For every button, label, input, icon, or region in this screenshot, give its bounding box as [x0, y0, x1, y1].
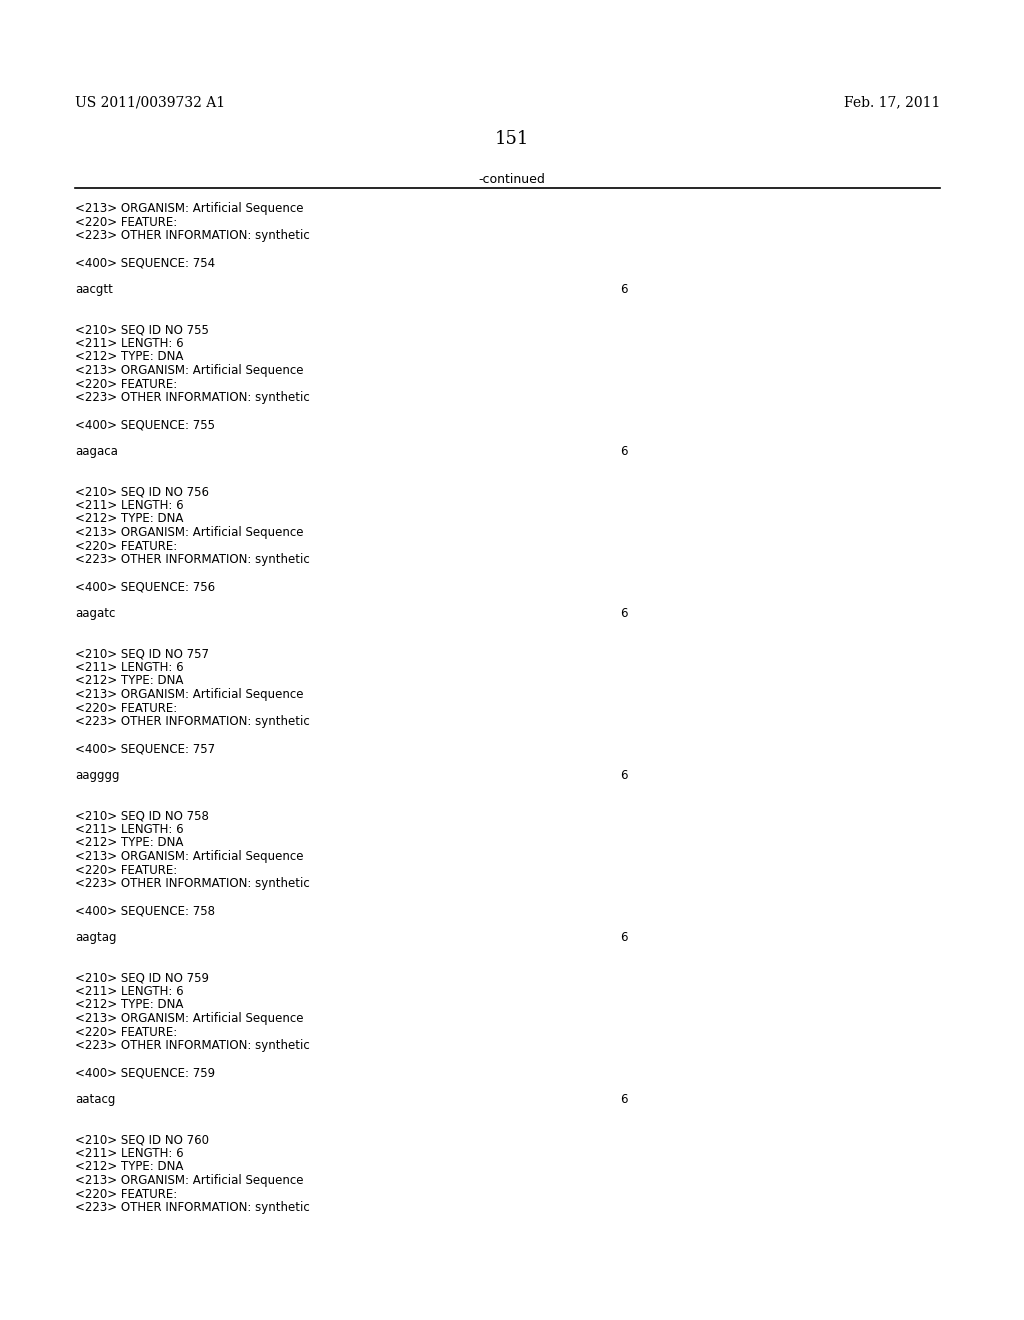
- Text: Feb. 17, 2011: Feb. 17, 2011: [844, 95, 940, 110]
- Text: <211> LENGTH: 6: <211> LENGTH: 6: [75, 499, 183, 512]
- Text: <211> LENGTH: 6: <211> LENGTH: 6: [75, 661, 183, 675]
- Text: 6: 6: [620, 445, 628, 458]
- Text: aagtag: aagtag: [75, 931, 117, 944]
- Text: <223> OTHER INFORMATION: synthetic: <223> OTHER INFORMATION: synthetic: [75, 715, 309, 729]
- Text: <400> SEQUENCE: 759: <400> SEQUENCE: 759: [75, 1067, 215, 1078]
- Text: <220> FEATURE:: <220> FEATURE:: [75, 1026, 177, 1039]
- Text: <400> SEQUENCE: 754: <400> SEQUENCE: 754: [75, 256, 215, 269]
- Text: <212> TYPE: DNA: <212> TYPE: DNA: [75, 351, 183, 363]
- Text: <220> FEATURE:: <220> FEATURE:: [75, 378, 177, 391]
- Text: aagaca: aagaca: [75, 445, 118, 458]
- Text: aatacg: aatacg: [75, 1093, 116, 1106]
- Text: <211> LENGTH: 6: <211> LENGTH: 6: [75, 337, 183, 350]
- Text: <220> FEATURE:: <220> FEATURE:: [75, 863, 177, 876]
- Text: US 2011/0039732 A1: US 2011/0039732 A1: [75, 95, 225, 110]
- Text: -continued: -continued: [478, 173, 546, 186]
- Text: <210> SEQ ID NO 760: <210> SEQ ID NO 760: [75, 1134, 209, 1147]
- Text: <213> ORGANISM: Artificial Sequence: <213> ORGANISM: Artificial Sequence: [75, 1012, 303, 1026]
- Text: <223> OTHER INFORMATION: synthetic: <223> OTHER INFORMATION: synthetic: [75, 1201, 309, 1214]
- Text: <211> LENGTH: 6: <211> LENGTH: 6: [75, 822, 183, 836]
- Text: <213> ORGANISM: Artificial Sequence: <213> ORGANISM: Artificial Sequence: [75, 1173, 303, 1187]
- Text: <212> TYPE: DNA: <212> TYPE: DNA: [75, 1160, 183, 1173]
- Text: <213> ORGANISM: Artificial Sequence: <213> ORGANISM: Artificial Sequence: [75, 688, 303, 701]
- Text: <223> OTHER INFORMATION: synthetic: <223> OTHER INFORMATION: synthetic: [75, 228, 309, 242]
- Text: <220> FEATURE:: <220> FEATURE:: [75, 540, 177, 553]
- Text: aagatc: aagatc: [75, 607, 116, 620]
- Text: <220> FEATURE:: <220> FEATURE:: [75, 1188, 177, 1200]
- Text: <223> OTHER INFORMATION: synthetic: <223> OTHER INFORMATION: synthetic: [75, 1039, 309, 1052]
- Text: 6: 6: [620, 770, 628, 781]
- Text: <212> TYPE: DNA: <212> TYPE: DNA: [75, 998, 183, 1011]
- Text: <223> OTHER INFORMATION: synthetic: <223> OTHER INFORMATION: synthetic: [75, 553, 309, 566]
- Text: 151: 151: [495, 129, 529, 148]
- Text: <211> LENGTH: 6: <211> LENGTH: 6: [75, 985, 183, 998]
- Text: <210> SEQ ID NO 759: <210> SEQ ID NO 759: [75, 972, 209, 985]
- Text: <223> OTHER INFORMATION: synthetic: <223> OTHER INFORMATION: synthetic: [75, 876, 309, 890]
- Text: <210> SEQ ID NO 755: <210> SEQ ID NO 755: [75, 323, 209, 337]
- Text: <400> SEQUENCE: 757: <400> SEQUENCE: 757: [75, 742, 215, 755]
- Text: <213> ORGANISM: Artificial Sequence: <213> ORGANISM: Artificial Sequence: [75, 202, 303, 215]
- Text: <400> SEQUENCE: 756: <400> SEQUENCE: 756: [75, 579, 215, 593]
- Text: <210> SEQ ID NO 757: <210> SEQ ID NO 757: [75, 648, 209, 660]
- Text: <400> SEQUENCE: 758: <400> SEQUENCE: 758: [75, 904, 215, 917]
- Text: aagggg: aagggg: [75, 770, 120, 781]
- Text: <213> ORGANISM: Artificial Sequence: <213> ORGANISM: Artificial Sequence: [75, 364, 303, 378]
- Text: <223> OTHER INFORMATION: synthetic: <223> OTHER INFORMATION: synthetic: [75, 391, 309, 404]
- Text: <212> TYPE: DNA: <212> TYPE: DNA: [75, 675, 183, 688]
- Text: <213> ORGANISM: Artificial Sequence: <213> ORGANISM: Artificial Sequence: [75, 525, 303, 539]
- Text: <400> SEQUENCE: 755: <400> SEQUENCE: 755: [75, 418, 215, 432]
- Text: <220> FEATURE:: <220> FEATURE:: [75, 701, 177, 714]
- Text: 6: 6: [620, 282, 628, 296]
- Text: <212> TYPE: DNA: <212> TYPE: DNA: [75, 512, 183, 525]
- Text: 6: 6: [620, 607, 628, 620]
- Text: <212> TYPE: DNA: <212> TYPE: DNA: [75, 837, 183, 850]
- Text: <220> FEATURE:: <220> FEATURE:: [75, 215, 177, 228]
- Text: <210> SEQ ID NO 756: <210> SEQ ID NO 756: [75, 486, 209, 499]
- Text: 6: 6: [620, 1093, 628, 1106]
- Text: 6: 6: [620, 931, 628, 944]
- Text: <211> LENGTH: 6: <211> LENGTH: 6: [75, 1147, 183, 1160]
- Text: <213> ORGANISM: Artificial Sequence: <213> ORGANISM: Artificial Sequence: [75, 850, 303, 863]
- Text: aacgtt: aacgtt: [75, 282, 113, 296]
- Text: <210> SEQ ID NO 758: <210> SEQ ID NO 758: [75, 809, 209, 822]
